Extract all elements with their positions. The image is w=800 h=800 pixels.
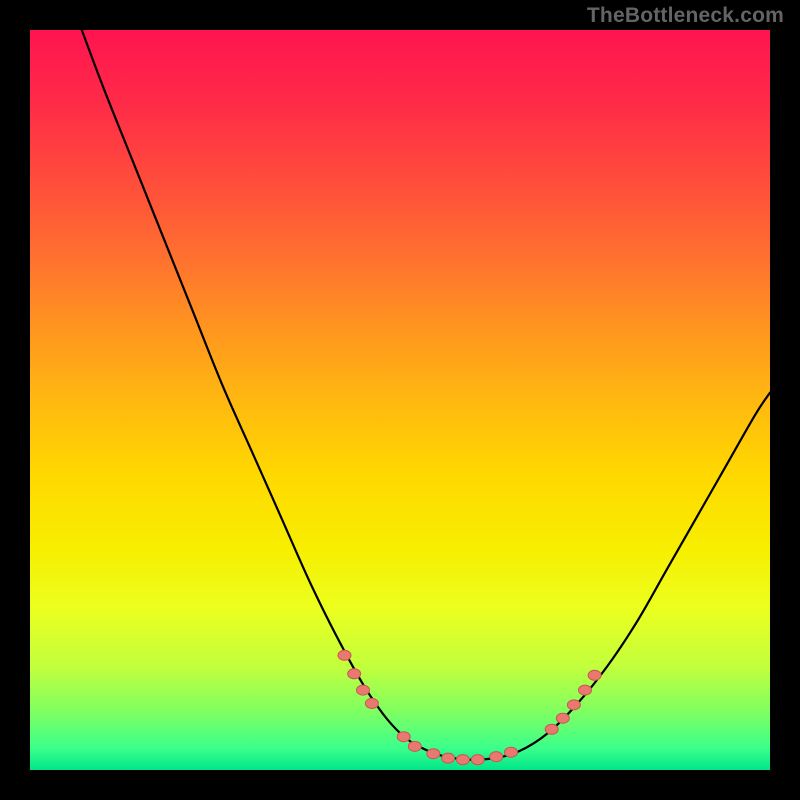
curve-marker [442, 753, 455, 763]
curve-marker [579, 685, 592, 695]
curve-marker [490, 752, 503, 762]
curve-marker [456, 755, 469, 765]
curve-marker [471, 755, 484, 765]
curve-marker [357, 685, 370, 695]
curve-marker [556, 713, 569, 723]
plot-background [30, 30, 770, 770]
chart-stage: TheBottleneck.com [0, 0, 800, 800]
curve-marker [348, 669, 361, 679]
curve-marker [408, 741, 421, 751]
chart-svg [0, 0, 800, 800]
curve-marker [545, 724, 558, 734]
curve-marker [567, 700, 580, 710]
curve-marker [588, 670, 601, 680]
curve-marker [365, 698, 378, 708]
attribution-label: TheBottleneck.com [587, 4, 784, 28]
curve-marker [338, 650, 351, 660]
curve-marker [505, 747, 518, 757]
curve-marker [397, 732, 410, 742]
curve-marker [427, 749, 440, 759]
